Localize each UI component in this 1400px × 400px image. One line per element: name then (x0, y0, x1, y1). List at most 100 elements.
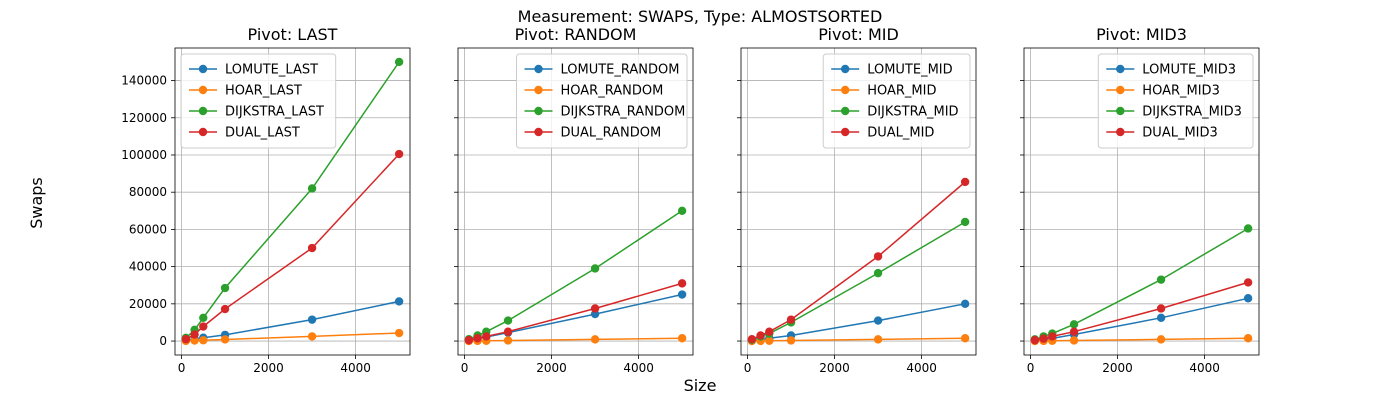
legend-label: LOMUTE_LAST (225, 63, 318, 78)
data-point (590, 264, 600, 273)
data-point (220, 304, 230, 314)
data-point (503, 336, 513, 345)
legend-box (180, 53, 337, 149)
data-point (307, 332, 317, 341)
legend-marker (841, 64, 850, 74)
plot-frame (1023, 47, 1260, 356)
legend-label: LOMUTE_MID (867, 63, 952, 78)
data-point (1069, 320, 1079, 329)
legend-label: LOMUTE_MID3 (1142, 63, 1236, 78)
data-point (677, 290, 687, 299)
legend-label: DIJKSTRA_MID3 (1142, 105, 1242, 120)
data-point (1156, 275, 1166, 284)
y-tick-label: 120000 (121, 111, 167, 125)
data-point (786, 336, 796, 345)
y-tick-label: 140000 (121, 74, 167, 88)
data-point (220, 335, 230, 344)
data-point (1048, 332, 1057, 341)
x-tick-label: 4000 (906, 361, 937, 375)
data-point (1069, 336, 1079, 345)
data-point (307, 184, 317, 193)
x-tick-label: 0 (1027, 361, 1035, 375)
data-point (464, 335, 474, 345)
data-point (677, 279, 687, 288)
subplot-4: Pivot: MID3 0 2000 4000 LOMUTE_MID3 HOAR_MID3… (1020, 25, 1260, 375)
data-point (756, 331, 765, 340)
data-point (1030, 335, 1040, 345)
y-axis-label: Swaps (27, 177, 46, 229)
x-tick-label: 4000 (340, 361, 371, 375)
data-point (1069, 327, 1079, 336)
legend-marker (198, 64, 208, 74)
legend-marker (1116, 64, 1125, 74)
plot-frame (174, 47, 411, 356)
legend-label: HOAR_RANDOM (561, 84, 664, 99)
data-point (181, 334, 191, 344)
subplot-3: Pivot: MID 0 2000 4000 LOMUTE_MID HOAR_MID DIJ… (737, 25, 977, 375)
legend-label: DIJKSTRA_MID (867, 105, 958, 120)
legend-marker (841, 85, 850, 95)
y-tick-label: 40000 (129, 260, 167, 274)
y-tick-label: 0 (159, 334, 167, 348)
data-point (199, 313, 208, 322)
x-tick-label: 0 (178, 361, 186, 375)
legend-box (1097, 53, 1254, 149)
plot-frame (740, 47, 977, 356)
data-point (394, 57, 404, 67)
legend-label: DUAL_MID3 (1142, 126, 1218, 141)
data-point (873, 268, 883, 278)
plot-frame (457, 47, 694, 356)
legend-label: HOAR_MID (867, 84, 936, 99)
legend-label: DUAL_MID (867, 126, 934, 141)
y-tick-label: 60000 (129, 222, 167, 236)
legend-marker (841, 106, 850, 116)
subplot-2: Pivot: RANDOM 0 2000 4000 LOMUTE_RANDOM HOAR_… (454, 25, 694, 375)
data-point (503, 327, 513, 336)
legend-marker (1116, 106, 1125, 116)
legend-box (516, 53, 688, 149)
legend-box (822, 53, 971, 149)
data-point (1243, 334, 1253, 343)
data-point (190, 336, 199, 345)
data-point (677, 206, 687, 216)
data-point (960, 334, 970, 343)
x-tick-label: 2000 (536, 361, 567, 375)
data-point (394, 297, 404, 306)
x-tick-label: 2000 (1102, 361, 1133, 375)
legend: LOMUTE_RANDOM HOAR_RANDOM DIJKSTRA_RANDOM D… (516, 53, 688, 149)
legend-label: LOMUTE_RANDOM (561, 63, 680, 78)
x-axis-label: Size (684, 376, 717, 395)
data-point (1039, 334, 1048, 343)
x-tick-label: 0 (744, 361, 752, 375)
data-point (394, 149, 404, 159)
data-point (394, 328, 404, 338)
data-point (307, 243, 317, 253)
legend-marker (1116, 85, 1125, 95)
subplot-title: Pivot: MID3 (1096, 25, 1187, 44)
legend-marker (534, 106, 543, 116)
data-point (220, 283, 230, 293)
data-point (590, 304, 600, 313)
legend-marker (198, 85, 208, 95)
data-point (1243, 278, 1253, 287)
subplot-title: Pivot: MID (818, 25, 899, 44)
data-point (960, 217, 970, 227)
figure-suptitle: Measurement: SWAPS, Type: ALMOSTSORTED (518, 7, 883, 26)
data-point (590, 335, 600, 344)
y-tick-label: 20000 (129, 297, 167, 311)
legend-marker (198, 106, 208, 116)
data-point (199, 322, 208, 331)
data-point (873, 335, 883, 344)
legend-marker (534, 85, 543, 95)
data-point (786, 315, 796, 324)
data-point (473, 334, 482, 343)
subplot-title: Pivot: RANDOM (515, 25, 637, 44)
legend-marker (534, 127, 543, 137)
data-point (960, 299, 970, 309)
legend-label: DUAL_RANDOM (561, 126, 662, 141)
legend-label: HOAR_MID3 (1142, 84, 1220, 99)
legend: LOMUTE_MID HOAR_MID DIJKSTRA_MID DUAL_MID (822, 53, 971, 149)
data-point (503, 316, 513, 325)
